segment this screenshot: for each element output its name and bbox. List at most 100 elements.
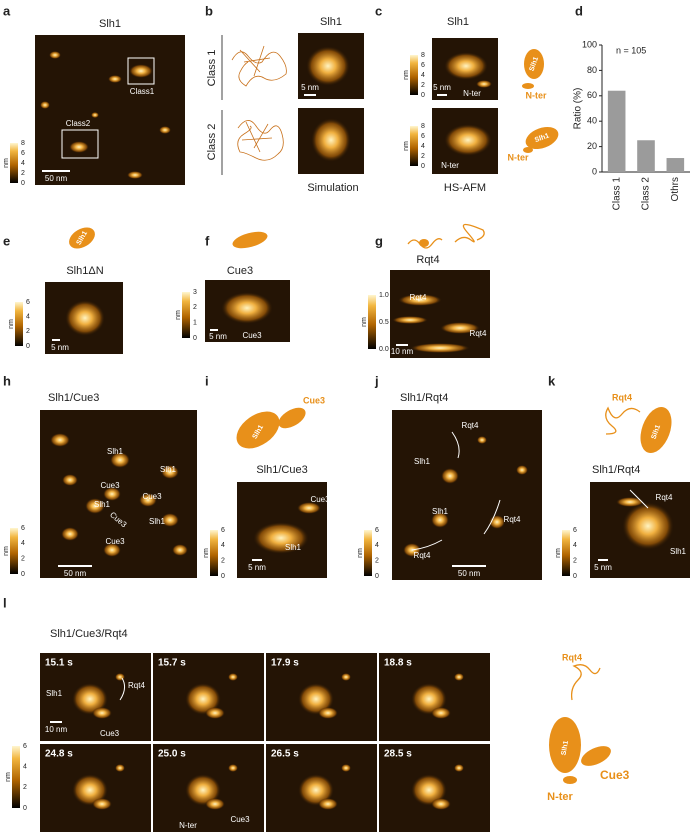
image-label: Slh1 [670, 547, 687, 556]
colorbar-tick: 2 [21, 556, 25, 563]
colorbar-tick: 4 [21, 160, 25, 167]
afm-feature [440, 322, 480, 334]
afm-feature [115, 764, 125, 772]
colorbar-tick: 6 [221, 527, 225, 534]
colorbar-tick: 4 [26, 314, 30, 321]
caption: HS-AFM [444, 182, 486, 194]
colorbar-tick: 0.0 [379, 346, 389, 353]
colorbar-tick: 0.5 [379, 319, 389, 326]
scale-label: 50 nm [458, 569, 481, 578]
cartoon [69, 227, 95, 249]
colorbar-tick: 2 [573, 558, 577, 565]
afm-feature [318, 707, 338, 719]
panel-letter: l [3, 595, 7, 610]
image-label: Slh1 [285, 543, 302, 552]
colorbar-tick: 2 [221, 558, 225, 565]
afm-feature [161, 513, 179, 527]
cartoon [549, 717, 581, 773]
afm-images [35, 33, 690, 832]
colorbar-tick: 2 [23, 784, 27, 791]
cartoon-label: N-ter [547, 791, 573, 803]
cartoon-label: N-ter [507, 152, 528, 162]
panel-title: Slh1/Cue3 [48, 392, 99, 404]
colorbar-tick: 0 [421, 92, 425, 99]
afm-feature [253, 522, 309, 554]
afm-feature [221, 292, 273, 324]
colorbar-unit: nm [8, 319, 15, 329]
time-label: 24.8 s [45, 749, 73, 760]
image-label: Cue3 [242, 331, 262, 340]
panel-letter: k [548, 373, 556, 388]
colorbar [368, 295, 376, 349]
colorbar-tick: 0 [21, 571, 25, 578]
cartoon [581, 746, 611, 766]
scale-label: 5 nm [301, 83, 319, 92]
y-tick-label: 100 [582, 39, 597, 49]
colorbar-tick: 0 [193, 335, 197, 342]
afm-feature [91, 112, 99, 118]
y-tick-label: 0 [592, 166, 597, 176]
afm-feature [431, 512, 449, 528]
afm-feature [306, 46, 350, 86]
image-label: N-ter [179, 821, 197, 830]
caption: Simulation [307, 182, 358, 194]
cartoon [523, 147, 533, 153]
colorbar-tick: 4 [375, 542, 379, 549]
afm-feature [40, 101, 50, 109]
afm-feature [444, 52, 488, 80]
rqt4-trace [411, 431, 501, 551]
afm-feature [72, 774, 108, 806]
row-label: Class 2 [206, 124, 218, 161]
scale-label: 5 nm [51, 343, 69, 352]
panel-title: Slh1 [99, 18, 121, 30]
cartoon [640, 406, 672, 454]
afm-feature [341, 673, 351, 681]
afm-feature [516, 465, 528, 475]
scale-label: 5 nm [433, 83, 451, 92]
y-tick-label: 80 [587, 65, 597, 75]
colorbar-unit: nm [3, 158, 10, 168]
time-label: 26.5 s [271, 749, 299, 760]
colorbar-tick: 2 [421, 153, 425, 160]
cartoon [407, 223, 485, 249]
image-label: Cue3 [310, 495, 330, 504]
colorbar-tick: 8 [421, 52, 425, 59]
y-tick-label: 60 [587, 90, 597, 100]
rqt4-trace [119, 677, 126, 701]
cartoon [278, 407, 306, 429]
afm-feature [69, 141, 89, 153]
cartoon-label: Rqt4 [562, 652, 582, 662]
afm-feature [103, 487, 121, 501]
afm-feature [297, 502, 321, 514]
afm-feature [185, 683, 221, 715]
afm-feature [92, 798, 112, 810]
colorbar-unit: nm [403, 141, 410, 151]
cartoon [563, 776, 577, 784]
afm-feature [103, 543, 121, 557]
afm-feature [127, 171, 143, 179]
afm-feature [228, 673, 238, 681]
afm-feature [341, 764, 351, 772]
scale-label: 10 nm [45, 725, 68, 734]
colorbar-tick: 6 [421, 62, 425, 69]
time-label: 17.9 s [271, 658, 299, 669]
colorbar-tick: 2 [421, 82, 425, 89]
image-label: Rqt4 [414, 551, 431, 560]
scale-label: 5 nm [209, 332, 227, 341]
colorbar-tick: 4 [421, 72, 425, 79]
panel-letter: j [374, 373, 379, 388]
afm-feature [49, 51, 61, 59]
colorbar-tick: 6 [421, 133, 425, 140]
box-label: Class2 [66, 119, 91, 128]
cartoon-label: Slh1 [534, 132, 550, 144]
afm-feature [61, 527, 79, 541]
panel-title: Slh1/Rqt4 [400, 392, 448, 404]
image-label: Cue3 [105, 537, 125, 546]
cartoon [419, 239, 429, 247]
cartoon [236, 411, 280, 449]
afm-feature [205, 798, 225, 810]
scale-label: 50 nm [64, 569, 87, 578]
colorbar-tick: 2 [375, 558, 379, 565]
panel-letter: i [205, 373, 209, 388]
